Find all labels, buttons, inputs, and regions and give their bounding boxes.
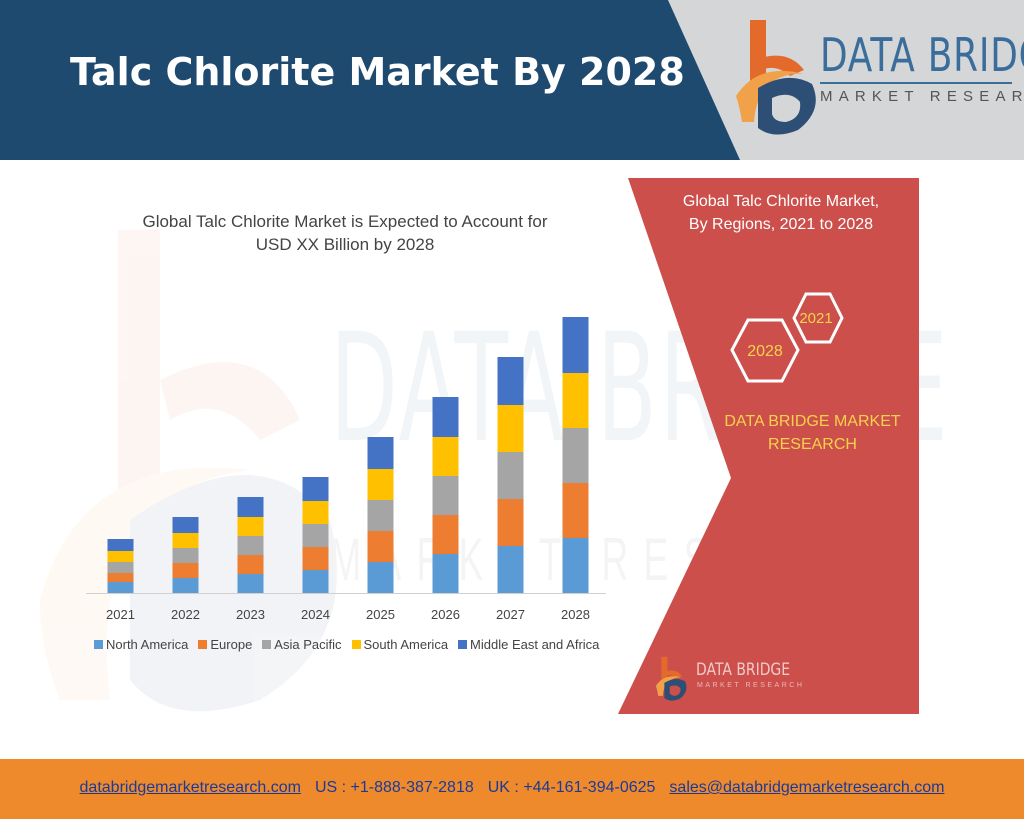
legend-label: Europe [210, 637, 253, 652]
x-tick-label-2025: 2025 [366, 607, 395, 622]
bar-segment-2026-middle-east-and-africa [432, 397, 459, 437]
bar-segment-2023-middle-east-and-africa [237, 497, 264, 517]
bar-segment-2023-asia-pacific [237, 536, 264, 555]
brand-tagline: MARKET RESEARCH [820, 88, 1024, 105]
header-bar: Talc Chlorite Market By 2028 DATA BRIDGE… [0, 0, 1024, 160]
bar-segment-2027-europe [497, 499, 524, 546]
legend-item-europe: Europe [198, 637, 252, 652]
bar-segment-2024-south-america [302, 501, 329, 524]
x-tick-label-2026: 2026 [431, 607, 460, 622]
panel-brand-line-2: RESEARCH [768, 436, 857, 453]
panel-title-line-2: By Regions, 2021 to 2028 [688, 216, 874, 233]
bar-segment-2021-asia-pacific [107, 562, 134, 573]
bar-segment-2024-asia-pacific [302, 524, 329, 547]
bar-segment-2027-asia-pacific [497, 452, 524, 499]
legend-item-south-america: South America [351, 637, 449, 652]
bar-segment-2022-north-america [172, 578, 199, 593]
hexagon-2028-shape [730, 318, 800, 383]
bar-segment-2025-north-america [367, 562, 394, 593]
legend-label: South America [363, 637, 449, 652]
panel-logo-name: DATA BRIDGE [696, 660, 791, 680]
footer-bar [0, 759, 1024, 819]
bar-segment-2026-asia-pacific [432, 476, 459, 515]
bar-segment-2027-north-america [497, 546, 524, 593]
bar-segment-2021-europe [107, 573, 134, 582]
hexagon-2021-shape [792, 292, 844, 344]
legend-label: North America [106, 637, 189, 652]
x-tick-label-2027: 2027 [496, 607, 525, 622]
bar-segment-2022-europe [172, 563, 199, 578]
bar-segment-2023-north-america [237, 574, 264, 593]
bar-segment-2023-europe [237, 555, 264, 574]
chart-title-line-1: Global Talc Chlorite Market is Expected … [142, 212, 548, 231]
x-tick-label-2021: 2021 [106, 607, 135, 622]
bar-segment-2028-europe [562, 483, 589, 538]
hexagon-2028-label: 2028 [747, 343, 783, 360]
footer-contacts: databridgemarketresearch.com US : +1-888… [0, 779, 1024, 797]
bar-segment-2028-middle-east-and-africa [562, 317, 589, 373]
bar-segment-2021-north-america [107, 582, 134, 593]
bar-segment-2022-middle-east-and-africa [172, 517, 199, 533]
bar-segment-2028-south-america [562, 373, 589, 428]
stacked-bar-chart: 2021 2022 2023 2024 2025 2026 2027 2028 [86, 317, 606, 622]
chart-title-line-2: USD XX Billion by 2028 [255, 235, 435, 254]
uk-phone: UK : +44-161-394-0625 [487, 779, 656, 796]
panel-logo-tagline: MARKET RESEARCH [697, 682, 805, 689]
legend-item-middle-east-and-africa: Middle East and Africa [458, 637, 599, 652]
bar-segment-2028-north-america [562, 538, 589, 593]
bar-segment-2025-south-america [367, 469, 394, 500]
x-tick-label-2028: 2028 [561, 607, 590, 622]
bar-segment-2028-asia-pacific [562, 428, 589, 483]
brand-name: DATA BRIDGE [820, 28, 1024, 82]
panel-logo-icon [655, 656, 687, 701]
legend-swatch [198, 640, 208, 649]
bar-segment-2021-middle-east-and-africa [107, 539, 134, 551]
legend-label: Middle East and Africa [470, 637, 600, 652]
bar-segment-2026-north-america [432, 554, 459, 593]
bar-segment-2025-europe [367, 531, 394, 562]
x-tick-label-2023: 2023 [236, 607, 265, 622]
header-title-band [0, 0, 740, 160]
hexagon-2021-label: 2021 [799, 310, 832, 327]
chart-title: Global Talc Chlorite Market is Expected … [120, 210, 570, 256]
website-link[interactable]: databridgemarketresearch.com [79, 779, 301, 796]
bar-segment-2024-north-america [302, 570, 329, 593]
bar-segment-2022-south-america [172, 533, 199, 548]
bar-segment-2027-south-america [497, 405, 524, 452]
panel-brand-line-1: DATA BRIDGE MARKET [724, 413, 901, 430]
panel-brand-text: DATA BRIDGE MARKET RESEARCH [705, 410, 920, 456]
legend-swatch [458, 640, 468, 649]
x-tick-label-2022: 2022 [171, 607, 200, 622]
x-tick-label-2024: 2024 [301, 607, 330, 622]
legend-label: Asia Pacific [274, 637, 342, 652]
bar-segment-2024-europe [302, 547, 329, 570]
legend-swatch [351, 640, 361, 649]
bar-segment-2024-middle-east-and-africa [302, 477, 329, 501]
bar-segment-2027-middle-east-and-africa [497, 357, 524, 405]
bar-segment-2021-south-america [107, 551, 134, 562]
page-title: Talc Chlorite Market By 2028 [70, 50, 685, 94]
chart-legend: North America Europe Asia Pacific South Ame… [94, 637, 599, 652]
bar-segment-2023-south-america [237, 517, 264, 536]
panel-title-line-1: Global Talc Chlorite Market, [682, 193, 880, 210]
brand-divider [820, 82, 1012, 84]
bar-segment-2022-asia-pacific [172, 548, 199, 563]
data-bridge-logo-icon [736, 20, 816, 135]
bar-segment-2026-south-america [432, 437, 459, 476]
legend-item-asia-pacific: Asia Pacific [262, 637, 342, 652]
us-phone: US : +1-888-387-2818 [314, 779, 474, 796]
email-link[interactable]: sales@databridgemarketresearch.com [669, 779, 945, 796]
bar-segment-2025-asia-pacific [367, 500, 394, 531]
legend-item-north-america: North America [94, 637, 188, 652]
legend-swatch [94, 640, 103, 649]
bar-segment-2026-europe [432, 515, 459, 554]
bar-segment-2025-middle-east-and-africa [367, 437, 394, 469]
panel-title: Global Talc Chlorite Market, By Regions,… [656, 190, 906, 236]
legend-swatch [262, 640, 272, 649]
